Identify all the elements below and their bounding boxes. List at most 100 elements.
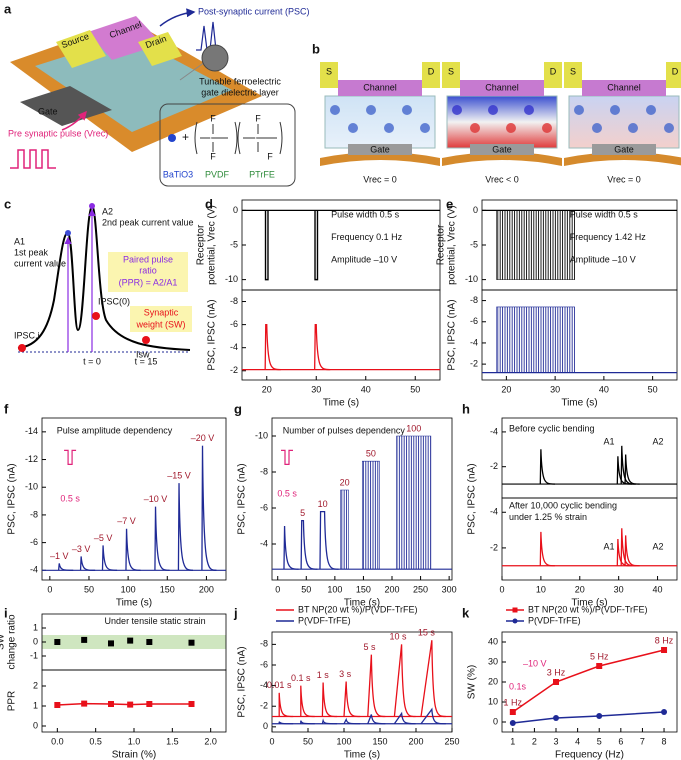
panel-label: e <box>446 196 453 211</box>
label: Gate <box>492 144 512 154</box>
point <box>127 701 134 708</box>
panel-label: a <box>4 1 12 16</box>
label: Tunable ferroelectric <box>199 76 281 86</box>
y-tick-label: -14 <box>25 426 38 436</box>
x-tick-label: 0 <box>499 584 504 594</box>
a1-dot <box>65 230 71 236</box>
y-tick-label: 1 <box>33 622 38 632</box>
caption: Vrec < 0 <box>485 174 518 184</box>
a2-dot <box>89 203 95 209</box>
psc-spike <box>321 682 338 718</box>
pulse-icon <box>10 149 56 169</box>
y-tick-label: -2 <box>490 542 498 552</box>
label: Isw <box>136 349 150 359</box>
label: IPSC,i <box>14 330 40 340</box>
burst-label: 20 <box>340 477 350 487</box>
x-axis-label: Strain (%) <box>112 750 156 760</box>
legend-marker <box>512 607 518 613</box>
dipole <box>452 105 462 115</box>
label: D <box>550 66 557 76</box>
dipole <box>348 123 358 133</box>
x-axis-label: Time (s) <box>323 398 359 409</box>
bonds <box>200 124 277 152</box>
point-label: 5 Hz <box>590 651 609 661</box>
point <box>81 636 88 643</box>
psc-spike <box>367 654 386 718</box>
channel <box>460 80 544 96</box>
source <box>442 62 460 88</box>
psc-spike <box>79 556 96 571</box>
y-tick-label: -10 <box>225 274 238 284</box>
plot-frame <box>481 289 678 381</box>
psc-spike <box>393 644 416 718</box>
y-tick-label: 30 <box>488 656 498 666</box>
arrow <box>61 110 87 131</box>
label: (PPR) = A2/A1 <box>119 277 178 287</box>
panel-label: h <box>462 401 470 416</box>
psc-spike <box>278 721 294 725</box>
psc-spike <box>154 506 170 571</box>
burst-label: –20 V <box>191 433 215 443</box>
gate <box>348 144 412 155</box>
dipole <box>574 105 584 115</box>
x-tick-label: 1 <box>510 736 515 746</box>
y-tick-label: -2 <box>260 701 268 711</box>
label: A2 <box>102 206 113 216</box>
annotation: –10 V <box>523 658 547 668</box>
y-axis-label: PSC, IPSC (nA) <box>237 463 248 534</box>
gate <box>470 144 534 155</box>
channel <box>338 80 422 96</box>
y-axis-label: PSC, IPSC (nA) <box>7 463 18 534</box>
source <box>320 62 338 88</box>
y-tick-label: -6 <box>260 502 268 512</box>
dielectric <box>446 95 558 149</box>
x-tick-label: 50 <box>301 584 311 594</box>
pulse-icon <box>64 449 77 465</box>
y-tick-label: -12 <box>25 454 38 464</box>
drain <box>544 62 562 88</box>
x-tick-label: 20 <box>501 384 511 394</box>
atom: C <box>255 132 262 142</box>
channel <box>582 80 666 96</box>
y-tick-label: -4 <box>490 507 498 517</box>
caption: Vrec = 0 <box>363 174 396 184</box>
burst-label: 15 s <box>418 628 436 638</box>
y-tick-label: -5 <box>470 239 478 249</box>
burst-label: –5 V <box>94 533 113 543</box>
x-tick-label: 20 <box>262 384 272 394</box>
magnifier <box>201 44 229 72</box>
burst-label: 50 <box>366 449 376 459</box>
plus: + <box>182 130 189 144</box>
burst-label: 3 s <box>339 669 352 679</box>
label: Synaptic <box>144 307 179 317</box>
y-tick-label: -10 <box>465 274 478 284</box>
x-tick-label: 8 <box>662 736 667 746</box>
y-axis-label: PSC, IPSC (nA) <box>237 646 248 717</box>
annotation: Pulse width 0.5 s <box>331 210 400 220</box>
burst-label: 1 s <box>317 670 330 680</box>
brackets <box>194 121 283 155</box>
psc-spike <box>101 545 118 571</box>
y-tick-label: -6 <box>470 316 478 326</box>
point <box>146 701 153 707</box>
y-tick-label: -4 <box>260 680 268 690</box>
annotation: under 1.25 % strain <box>509 512 587 522</box>
arrow <box>159 8 196 27</box>
label: Pre synaptic pulse (Vrec) <box>8 128 108 138</box>
x-tick-label: 100 <box>336 736 351 746</box>
dipole <box>366 105 376 115</box>
legend-marker <box>512 618 518 624</box>
y-axis-label: PSC, IPSC (nA) <box>467 463 478 534</box>
dipole <box>470 123 480 133</box>
y-tick-label: 0 <box>33 720 38 730</box>
x-tick-label: 0.5 <box>89 736 102 746</box>
annotation: A2 <box>653 542 664 552</box>
y-axis-label: PSC, IPSC (nA) <box>447 299 458 370</box>
formula-box <box>159 103 296 187</box>
point <box>509 720 516 726</box>
x-tick-label: 2 <box>532 736 537 746</box>
x-axis-label: Time (s) <box>571 598 607 609</box>
atom: F <box>210 151 216 161</box>
annotation: Frequency 0.1 Hz <box>331 232 403 242</box>
